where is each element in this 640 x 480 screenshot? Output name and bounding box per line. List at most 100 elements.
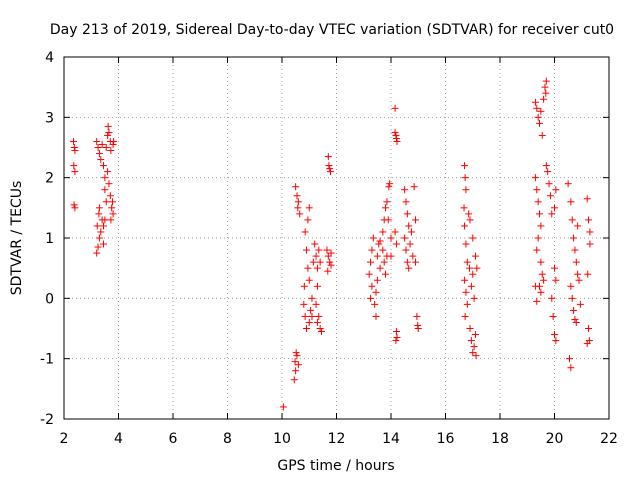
data-point [469, 349, 477, 357]
x-tick-label: 14 [382, 431, 400, 447]
data-point [546, 192, 554, 200]
data-point [313, 318, 321, 326]
data-point [583, 340, 591, 348]
data-point [292, 349, 300, 357]
chart-title: Day 213 of 2019, Sidereal Day-to-day VTE… [50, 22, 614, 38]
data-point [470, 343, 478, 351]
data-point [540, 95, 548, 103]
data-point [533, 104, 541, 112]
data-point [94, 144, 102, 151]
data-point [315, 312, 323, 320]
data-point [392, 134, 400, 142]
data-point [537, 258, 545, 266]
data-point [461, 312, 469, 320]
data-point [564, 180, 572, 188]
data-point [380, 258, 388, 266]
data-point [324, 153, 332, 161]
data-point [385, 183, 393, 191]
data-point [466, 216, 474, 224]
data-point [312, 252, 320, 260]
data-point [473, 264, 481, 272]
data-point [301, 312, 309, 320]
data-point [542, 89, 550, 97]
data-point [368, 246, 376, 254]
data-point [551, 331, 558, 339]
data-point [93, 249, 101, 257]
data-point [304, 264, 312, 272]
data-point [327, 261, 335, 269]
data-point [575, 276, 583, 284]
data-point [401, 186, 409, 194]
data-point [537, 288, 545, 296]
data-point [109, 210, 117, 218]
data-point [402, 246, 410, 254]
data-point [586, 228, 594, 236]
data-point [463, 258, 471, 266]
data-point [412, 216, 420, 224]
data-point [323, 246, 331, 254]
data-point [97, 156, 105, 164]
data-point [71, 204, 79, 212]
y-tick-label: 0 [45, 291, 54, 307]
data-point [101, 174, 109, 182]
x-tick-label: 16 [437, 431, 455, 447]
data-point [576, 300, 584, 308]
data-point [93, 137, 101, 145]
data-point [386, 180, 394, 188]
x-tick-label: 6 [169, 431, 178, 447]
data-point [327, 249, 335, 257]
data-point [305, 276, 313, 284]
data-point [294, 204, 302, 212]
data-point [95, 234, 103, 242]
data-point [313, 282, 321, 290]
data-point [462, 288, 470, 296]
data-point [107, 216, 115, 224]
data-point [293, 192, 301, 200]
data-point [101, 216, 109, 224]
data-point [325, 162, 333, 170]
data-point [565, 355, 573, 363]
data-point [538, 270, 546, 278]
data-point [308, 312, 316, 320]
data-point [467, 282, 475, 290]
y-tick-label: -1 [40, 352, 54, 368]
data-point [405, 264, 413, 272]
x-tick-label: 4 [114, 431, 123, 447]
y-tick-label: 3 [45, 110, 54, 126]
data-point [403, 210, 411, 218]
data-point [536, 210, 544, 218]
data-point [461, 222, 469, 230]
data-point [375, 240, 383, 248]
y-tick-label: -2 [40, 412, 54, 428]
data-point [371, 300, 379, 308]
data-point [470, 294, 478, 302]
data-point [414, 321, 422, 329]
data-point [392, 337, 400, 345]
data-point [383, 198, 391, 206]
data-point [413, 312, 421, 320]
data-point [544, 168, 552, 176]
data-point [392, 240, 400, 248]
data-point [292, 367, 300, 375]
data-point [467, 337, 475, 345]
data-point [100, 162, 108, 170]
data-point [552, 186, 560, 194]
data-point [70, 144, 78, 151]
data-point [538, 131, 546, 139]
data-point [387, 234, 395, 242]
data-point [316, 258, 324, 266]
data-point [410, 183, 418, 191]
data-point [551, 204, 558, 212]
data-point [465, 264, 473, 272]
data-point [108, 204, 116, 212]
x-tick-label: 10 [273, 431, 291, 447]
data-point [373, 276, 381, 284]
data-point [305, 318, 313, 326]
data-point [290, 376, 298, 384]
data-point [567, 198, 575, 206]
data-point [104, 122, 112, 130]
x-tick-label: 18 [491, 431, 509, 447]
data-point [552, 276, 560, 284]
x-tick-label: 20 [546, 431, 564, 447]
